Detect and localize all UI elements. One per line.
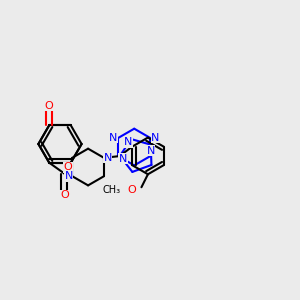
Text: CH₃: CH₃: [102, 185, 120, 195]
Text: N: N: [109, 133, 117, 143]
Text: O: O: [128, 185, 136, 195]
Text: N: N: [124, 137, 132, 147]
Text: O: O: [45, 101, 54, 111]
Text: O: O: [60, 190, 69, 200]
Text: N: N: [64, 171, 73, 181]
Text: O: O: [63, 162, 72, 172]
Text: N: N: [103, 153, 112, 163]
Text: N: N: [119, 154, 127, 164]
Text: N: N: [146, 146, 155, 156]
Text: N: N: [151, 133, 160, 143]
